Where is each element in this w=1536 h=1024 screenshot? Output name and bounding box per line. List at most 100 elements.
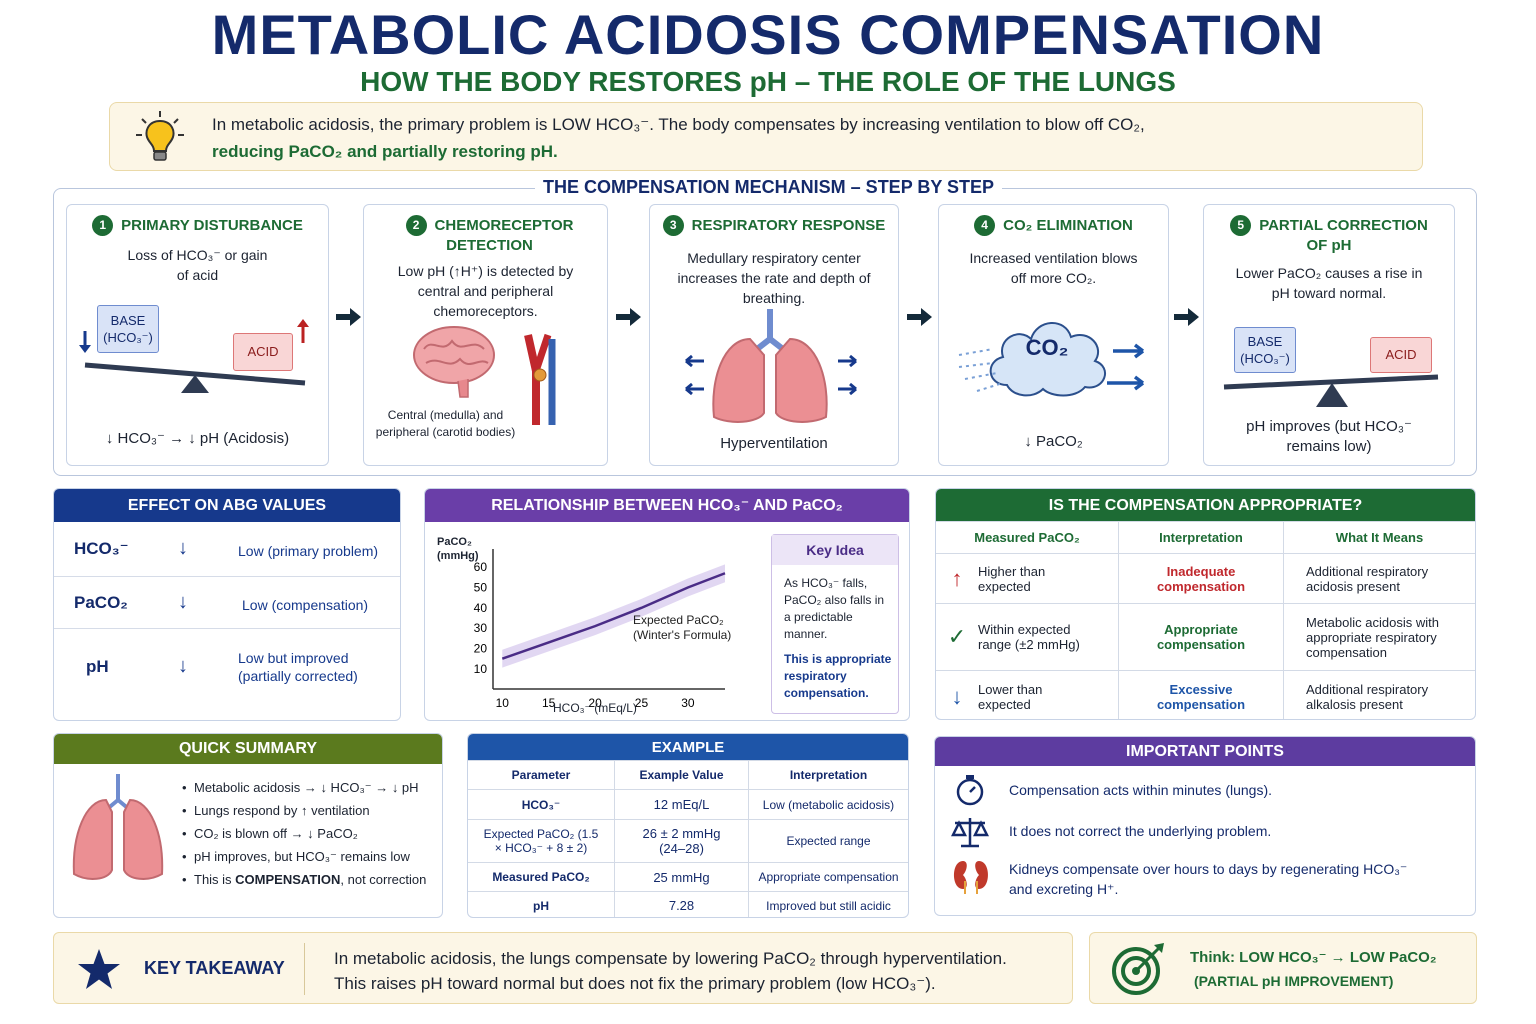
list-item: Lungs respond by ↑ ventilation <box>182 799 426 822</box>
table-cell: 25 mmHg <box>614 862 749 892</box>
y-tick-label: 60 <box>474 560 488 574</box>
column-header: Measured PaCO₂ <box>936 521 1119 554</box>
seesaw-balanced-icon <box>1223 374 1439 407</box>
kidneys-icon <box>954 861 988 894</box>
step-footer: ↓ HCO₃⁻ → ↓ pH (Acidosis) <box>105 430 290 447</box>
lungs-icon <box>72 774 164 880</box>
arrow-right-icon <box>907 308 932 326</box>
down-arrow-icon: ↓ <box>178 655 188 677</box>
meaning-cell: Additional respiratory acidosis present <box>1283 553 1475 604</box>
key-takeaway-line-2: This raises pH toward normal but does no… <box>334 974 936 993</box>
down-arrow-icon: ↓ <box>178 537 188 559</box>
star-icon <box>78 949 120 989</box>
step-title: CO₂ ELIMINATION <box>1003 217 1133 234</box>
step-title: RESPIRATORY RESPONSE <box>691 217 886 234</box>
meaning-cell: Metabolic acidosis with appropriate resp… <box>1283 603 1475 671</box>
y-tick-label: 10 <box>474 662 488 676</box>
example-table: Parameter Example Value Interpretation H… <box>468 760 908 917</box>
relationship-title: RELATIONSHIP BETWEEN HCO₃⁻ AND PaCO₂ <box>425 489 909 522</box>
measured-cell: Lower than expected <box>978 681 1043 712</box>
key-idea-title: Key Idea <box>772 535 898 565</box>
down-arrow-icon: ↓ <box>951 683 963 709</box>
base-box: BASE (HCO₃⁻) <box>97 305 159 353</box>
table-row: ↓ Lower than expected Excessive compensat… <box>936 670 1475 719</box>
step-title: CHEMORECEPTOR DETECTION <box>434 217 574 254</box>
step-2-card: 2 CHEMORECEPTOR DETECTION Low pH (↑H⁺) is… <box>363 204 608 466</box>
key-takeaway-banner: KEY TAKEAWAY In metabolic acidosis, the … <box>53 932 1073 1004</box>
abg-row: pH ↓ Low but improved (partially correct… <box>54 629 400 720</box>
abg-panel: EFFECT ON ABG VALUES HCO₃⁻ ↓ Low (primar… <box>53 488 401 721</box>
step-4-header: 4 CO₂ ELIMINATION <box>939 215 1168 236</box>
step-text: Loss of HCO₃⁻ or gain of acid <box>127 247 268 283</box>
summary-panel: QUICK SUMMARY Metabolic acidosis → ↓ HCO… <box>53 733 443 918</box>
table-row: HCO₃⁻ 12 mEq/L Low (metabolic acidosis) <box>468 789 908 820</box>
table-row: Expected PaCO₂ (1.5 × HCO₃⁻ + 8 ± 2) 26 ±… <box>468 819 908 863</box>
measured-cell: Higher than expected <box>978 563 1046 594</box>
important-panel: IMPORTANT POINTS Compensation acts withi… <box>934 736 1476 916</box>
table-cell: Low (metabolic acidosis) <box>748 789 908 820</box>
example-title: EXAMPLE <box>468 734 908 761</box>
key-takeaway-label: KEY TAKEAWAY <box>144 958 285 978</box>
table-cell: 12 mEq/L <box>614 789 749 820</box>
table-row: pH 7.28 Improved but still acidic <box>468 891 908 917</box>
stopwatch-icon <box>956 775 984 806</box>
step-2-header: 2 CHEMORECEPTOR DETECTION <box>382 215 597 256</box>
carotid-artery-icon <box>524 333 556 425</box>
lightbulb-icon <box>136 111 184 161</box>
table-row: ✓ Within expected range (±2 mmHg) Appropr… <box>936 603 1475 671</box>
important-text: Kidneys compensate over hours to days by… <box>1009 861 1408 897</box>
intro-line-2: reducing PaCO₂ and partially restoring p… <box>212 142 558 161</box>
page-title: METABOLIC ACIDOSIS COMPENSATION <box>211 3 1325 66</box>
important-text: It does not correct the underlying probl… <box>1009 823 1272 839</box>
up-arrow-icon: ↑ <box>951 565 963 591</box>
abg-value: Low but improved (partially corrected) <box>238 650 358 684</box>
step-number: 5 <box>1230 215 1252 236</box>
step-number: 2 <box>405 215 427 236</box>
column-header: Interpretation <box>1118 521 1284 554</box>
step-footer: ↓ PaCO₂ <box>1024 433 1083 450</box>
down-arrow-icon: ↓ <box>178 591 188 613</box>
winters-formula-chart: 10 20 30 40 50 60 10 15 20 25 30 <box>474 549 726 710</box>
step-1-card: 1 PRIMARY DISTURBANCE Loss of HCO₃⁻ or ga… <box>66 204 329 466</box>
think-line-1: Think: LOW HCO₃⁻ → LOW PaCO₂ <box>1190 949 1437 966</box>
step-text: Low pH (↑H⁺) is detected by central and … <box>397 263 574 319</box>
abg-title: EFFECT ON ABG VALUES <box>54 489 400 522</box>
table-row: ↑ Higher than expected Inadequate compens… <box>936 553 1475 604</box>
table-cell: Appropriate compensation <box>748 862 908 892</box>
target-icon <box>1112 943 1164 995</box>
x-tick-label: 25 <box>635 696 649 710</box>
x-tick-label: 15 <box>542 696 556 710</box>
x-tick-label: 30 <box>681 696 695 710</box>
abg-param: pH <box>86 657 109 676</box>
abg-param: PaCO₂ <box>74 593 128 612</box>
arrow-right-icon <box>336 308 361 326</box>
key-takeaway-line-1: In metabolic acidosis, the lungs compens… <box>334 949 1007 968</box>
interpretation-cell: Excessive compensation <box>1118 670 1284 719</box>
divider <box>304 943 305 995</box>
check-icon: ✓ <box>947 624 967 649</box>
step-number: 1 <box>92 215 114 236</box>
table-cell: Measured PaCO₂ <box>468 862 615 892</box>
x-axis-label: HCO₃⁻ (mEq/L) <box>553 701 637 715</box>
table-cell: Expected PaCO₂ (1.5 × HCO₃⁻ + 8 ± 2) <box>468 819 615 863</box>
y-tick-label: 30 <box>474 621 488 635</box>
step-text: Medullary respiratory center increases t… <box>677 250 871 306</box>
list-item: CO₂ is blown off → ↓ PaCO₂ <box>182 822 426 845</box>
step-title: PRIMARY DISTURBANCE <box>121 217 303 234</box>
scales-icon <box>951 818 989 848</box>
example-panel: EXAMPLE Parameter Example Value Interpre… <box>467 733 909 918</box>
list-item: This is COMPENSATION, not correction <box>182 868 426 891</box>
table-cell: HCO₃⁻ <box>468 789 615 820</box>
brain-icon <box>413 326 495 398</box>
y-axis-label: PaCO₂ (mmHg) <box>437 536 479 562</box>
step-text: Lower PaCO₂ causes a rise in pH toward n… <box>1235 265 1423 301</box>
step-5-header: 5 PARTIAL CORRECTION OF pH <box>1220 215 1438 256</box>
summary-title: QUICK SUMMARY <box>54 734 442 764</box>
interpretation-cell: Inadequate compensation <box>1118 553 1284 604</box>
table-cell: pH <box>468 891 615 917</box>
abg-param: HCO₃⁻ <box>74 539 129 558</box>
intro-banner: In metabolic acidosis, the primary probl… <box>109 102 1423 171</box>
table-cell: Improved but still acidic <box>748 891 908 917</box>
meaning-cell: Additional respiratory alkalosis present <box>1283 670 1475 719</box>
co2-cloud-icon <box>958 322 1145 397</box>
